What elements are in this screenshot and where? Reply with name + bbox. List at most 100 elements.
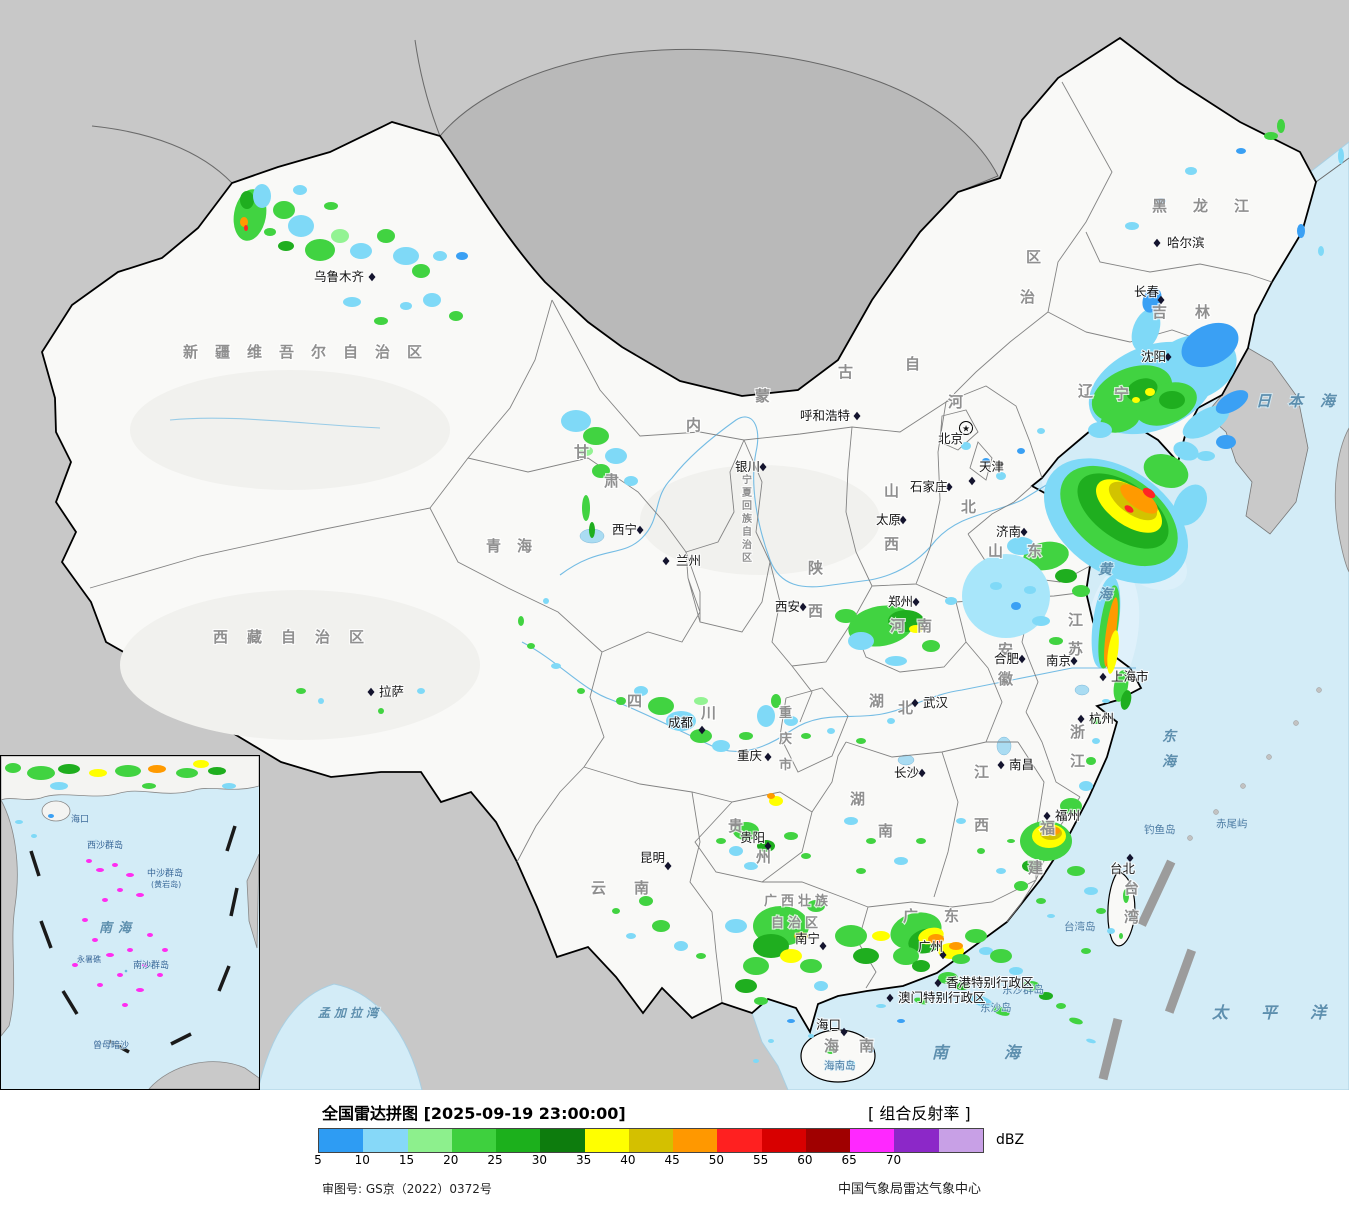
radar-echo <box>48 814 54 818</box>
inset-philippines <box>246 853 260 949</box>
radar-echo <box>551 663 561 669</box>
radar-echo <box>1091 718 1101 724</box>
radar-echo <box>872 931 890 941</box>
city-marker-icon <box>899 515 907 525</box>
province-label: 肃 <box>604 472 619 490</box>
city-marker-icon <box>1077 714 1085 724</box>
radar-echo <box>222 783 236 789</box>
city: 武汉 <box>911 694 950 711</box>
city: 成都 <box>667 714 706 735</box>
hainan-island <box>800 1029 876 1083</box>
inset-islet-dots <box>94 839 163 1046</box>
city-marker-icon <box>1018 654 1026 664</box>
island-label: 东沙群岛 <box>1002 983 1044 996</box>
radar-echo <box>1102 699 1110 703</box>
radar-echo <box>757 705 775 727</box>
province-label: 云南 <box>591 879 677 897</box>
radar-echo <box>639 896 653 906</box>
radar-echo <box>176 768 198 778</box>
radar-echo <box>288 215 314 237</box>
province-label: 甘 <box>574 443 589 461</box>
radar-echo <box>1039 992 1053 1000</box>
city-marker-icon <box>1157 295 1165 305</box>
radar-echo <box>1119 933 1123 939</box>
radar-echo <box>1024 586 1036 594</box>
radar-echo <box>866 838 876 844</box>
radar-echo <box>1104 597 1118 667</box>
province-label: 自治区 <box>771 915 822 931</box>
radar-echo <box>1173 441 1199 461</box>
radar-echo <box>273 201 295 219</box>
radar-echo <box>768 1039 774 1043</box>
radar-echo <box>784 832 798 840</box>
radar-echo <box>1023 541 1069 571</box>
radar-echo <box>86 859 92 863</box>
radar-echo <box>27 766 55 780</box>
radar-echo <box>1096 908 1106 914</box>
province-label: 安徽 <box>997 641 1014 688</box>
city-label: 澳门特别行政区 <box>898 990 986 1005</box>
dbz-tick: 40 <box>620 1153 636 1167</box>
radar-echo <box>117 973 123 977</box>
radar-echo <box>952 954 970 964</box>
radar-echo <box>893 947 919 965</box>
radar-echo <box>122 1003 128 1007</box>
map-area: 新疆维吾尔自治区 西藏自治区 青海甘肃四川云南贵州广西壮族 自治区 广东湖南湖北河南 山东… <box>0 0 1349 1091</box>
radar-echo <box>753 934 789 958</box>
radar-echo <box>1120 690 1132 710</box>
inset-borneo <box>148 1061 260 1090</box>
city: 西安 <box>774 598 807 615</box>
province-label: 台湾 <box>1124 879 1139 926</box>
city: 南昌 <box>997 756 1035 773</box>
province-label: 南 <box>878 822 893 840</box>
city-label: 台北 <box>1110 861 1136 876</box>
city: 澳门特别行政区 <box>886 989 987 1006</box>
dbz-tick: 35 <box>575 1153 592 1167</box>
radar-echo <box>885 656 907 666</box>
radar-echo <box>343 297 361 307</box>
city-marker-icon <box>912 597 920 607</box>
radar-echo <box>1216 435 1236 449</box>
radar-echo <box>744 862 758 870</box>
radar-echo <box>106 953 114 957</box>
province-label: 黑龙江 <box>1152 197 1275 215</box>
radar-echo <box>136 988 144 992</box>
city-label: 呼和浩特 <box>800 408 850 423</box>
radar-echo <box>102 898 108 902</box>
city: 呼和浩特 <box>799 407 861 424</box>
radar-echo <box>193 760 209 768</box>
city-label: 上海市 <box>1111 669 1149 684</box>
radar-echo <box>1086 1038 1096 1044</box>
province-label: 浙江 <box>1070 723 1085 770</box>
city-label: 成都 <box>668 715 694 730</box>
sea-label: 黄海 <box>1098 561 1115 603</box>
city-label: 贵阳 <box>740 830 765 845</box>
radar-echo <box>253 184 271 208</box>
capital-marker <box>959 421 973 435</box>
radar-echo <box>835 925 867 947</box>
city-marker-icon <box>764 752 772 762</box>
province-label: 山东 <box>988 542 1066 560</box>
radar-echo <box>733 822 759 840</box>
city: 重庆 <box>736 747 772 764</box>
radar-echo <box>800 959 822 973</box>
province-label: 内 <box>686 416 701 434</box>
radar-echo <box>876 1004 886 1008</box>
city: 银川 <box>734 458 767 475</box>
radar-echo <box>1297 224 1305 238</box>
dbz-tick: 15 <box>398 1153 415 1167</box>
radar-echo <box>412 264 430 278</box>
radar-echo <box>977 848 985 854</box>
radar-echo <box>814 981 828 991</box>
province-label: 湖 <box>869 692 884 710</box>
dbz-tick: 65 <box>841 1153 857 1167</box>
city: 西宁 <box>611 521 644 538</box>
radar-echo <box>694 697 708 705</box>
city: 南京 <box>1045 652 1078 669</box>
province-label: 山西 <box>884 482 899 553</box>
radar-echo <box>784 716 798 726</box>
city-label: 长沙 <box>894 765 920 780</box>
city-marker-icon <box>1070 656 1078 666</box>
radar-echo <box>82 918 88 922</box>
